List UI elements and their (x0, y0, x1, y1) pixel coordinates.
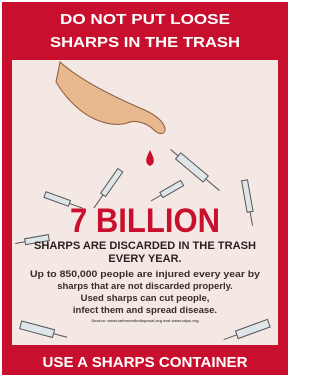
body-line: infect them and spread disease. (73, 305, 217, 316)
header-line: DO NOT PUT LOOSE (60, 11, 230, 28)
poster: DO NOT PUT LOOSE SHARPS IN THE TRASH 7 B… (0, 0, 290, 377)
body-line: sharps that are not discarded properly. (57, 281, 233, 292)
body-line: Up to 850,000 people are injured every y… (30, 269, 261, 280)
source: Source: www.safeneedledisposal.org and w… (91, 318, 199, 323)
header-line: SHARPS IN THE TRASH (50, 34, 240, 51)
page: DO NOT PUT LOOSE SHARPS IN THE TRASH 7 B… (0, 0, 290, 377)
stat-number: 7 BILLION (70, 202, 220, 240)
stat-caption: EVERY YEAR. (108, 253, 181, 265)
footer: USE A SHARPS CONTAINER (43, 354, 248, 371)
stat-caption: SHARPS ARE DISCARDED IN THE TRASH (34, 240, 256, 252)
body-line: Used sharps can cut people, (81, 293, 210, 304)
